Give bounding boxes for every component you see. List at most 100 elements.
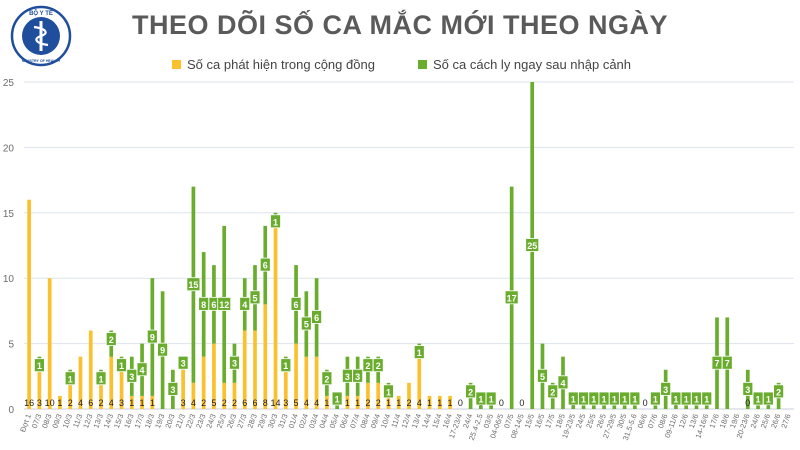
data-label-community: 6: [252, 398, 257, 408]
bar-community: [201, 356, 206, 409]
data-label-community: 14: [271, 398, 281, 408]
bar-community: [58, 395, 62, 409]
data-label-badge-isolation: [116, 358, 127, 373]
data-label-community: 10: [45, 398, 55, 408]
bar-community: [386, 395, 391, 409]
data-label-badge-isolation: [352, 368, 364, 383]
legend-item-isolation: Số ca cách ly ngay sau nhập cảnh: [418, 57, 631, 72]
data-label-badge-isolation: [525, 238, 540, 252]
x-tick-label: 27/6: [779, 413, 792, 430]
data-label-badge-isolation: [290, 296, 302, 311]
y-tick-label: 25: [3, 78, 15, 89]
data-label-isolation: 1: [581, 395, 586, 405]
bar-community: [325, 395, 329, 409]
bar-community: [37, 369, 42, 409]
data-label-isolation: 3: [663, 385, 668, 395]
bar-community: [376, 382, 381, 409]
bar-community: [88, 330, 93, 409]
data-label-community: 1: [150, 398, 155, 408]
legend-item-community: Số ca phát hiện trong cộng đồng: [172, 57, 375, 72]
data-label-isolation: 7: [725, 359, 730, 369]
bar-community: [232, 382, 237, 409]
svg-text:MINISTRY OF HEALTH: MINISTRY OF HEALTH: [22, 59, 61, 63]
data-label-community: 4: [109, 398, 114, 408]
bar-community: [242, 330, 247, 409]
data-label-badge-isolation: [249, 290, 261, 305]
data-label-badge-isolation: [557, 375, 569, 390]
data-label-community: 2: [376, 398, 381, 408]
data-label-community: 2: [201, 398, 206, 408]
bar-community: [68, 382, 73, 409]
bar-community: [253, 330, 257, 409]
data-label-isolation: 2: [376, 361, 381, 371]
data-label-community: 2: [232, 398, 237, 408]
data-label-badge-isolation: [280, 358, 292, 373]
data-label-badge-isolation: [157, 342, 169, 357]
data-label-isolation: 3: [232, 359, 237, 369]
data-label-isolation: 9: [160, 346, 165, 356]
bar-community: [181, 369, 185, 409]
data-label-badge-isolation: [629, 391, 641, 406]
data-label-badge-isolation: [383, 384, 394, 399]
data-label-isolation: 4: [560, 378, 565, 388]
data-label-isolation: 9: [150, 333, 155, 343]
data-label-isolation: 6: [294, 300, 299, 310]
data-label-badge-isolation: [504, 290, 519, 305]
bar-community: [304, 356, 309, 409]
data-label-isolation: 3: [129, 372, 134, 382]
data-label-community: 2: [222, 398, 227, 408]
bar-community: [119, 369, 124, 409]
bar-community: [314, 356, 319, 409]
data-label-isolation: 1: [766, 395, 771, 405]
data-label-isolation: 1: [673, 395, 678, 405]
data-label-community: 16: [24, 398, 34, 408]
data-label-community: 0: [458, 398, 463, 408]
data-label-community: 4: [304, 398, 309, 408]
data-label-badge-isolation: [186, 277, 201, 292]
bar-community: [283, 369, 288, 409]
legend-label-community: Số ca phát hiện trong cộng đồng: [187, 57, 375, 72]
data-label-isolation: 1: [704, 395, 709, 405]
data-label-isolation: 1: [591, 395, 596, 405]
y-tick-label: 10: [3, 274, 15, 285]
bar-community: [448, 395, 452, 409]
data-label-badge-isolation: [485, 391, 497, 406]
data-label-isolation: 5: [304, 319, 309, 329]
data-label-community: 6: [242, 398, 247, 408]
data-label-isolation: 15: [188, 280, 198, 290]
bar-community: [294, 343, 298, 409]
data-label-community: 6: [88, 398, 93, 408]
data-label-isolation: 1: [335, 395, 340, 405]
data-label-community: 0: [745, 398, 750, 408]
data-label-community: 0: [499, 398, 504, 408]
data-label-isolation: 1: [602, 395, 607, 405]
data-label-isolation: 6: [211, 300, 216, 310]
data-label-isolation: 1: [756, 395, 761, 405]
data-label-isolation: 2: [468, 387, 473, 397]
bar-community: [129, 395, 134, 409]
bar-community: [191, 382, 196, 409]
data-label-community: 3: [181, 398, 186, 408]
data-label-isolation: 1: [273, 217, 278, 227]
data-label-community: 1: [345, 398, 350, 408]
data-label-community: 5: [294, 398, 299, 408]
bar-community: [407, 382, 411, 409]
data-label-isolation: 1: [489, 395, 494, 405]
data-label-badge-isolation: [650, 391, 661, 406]
chart-title: THEO DÕI SỐ CA MẮC MỚI THEO NGÀY: [131, 10, 669, 40]
data-label-community: 2: [68, 398, 73, 408]
data-label-badge-isolation: [95, 371, 107, 386]
bar-community: [273, 225, 278, 409]
data-label-badge-isolation: [547, 384, 559, 399]
data-label-badge-isolation: [321, 371, 333, 386]
data-label-badge-isolation: [136, 362, 148, 377]
data-label-community: 1: [427, 398, 432, 408]
y-tick-label: 0: [8, 405, 14, 416]
data-label-community: 1: [129, 398, 134, 408]
data-label-badge-isolation: [742, 381, 754, 396]
data-label-isolation: 2: [324, 374, 329, 384]
data-label-community: 5: [211, 398, 216, 408]
data-label-badge-isolation: [372, 358, 384, 373]
data-label-community: 4: [191, 398, 196, 408]
